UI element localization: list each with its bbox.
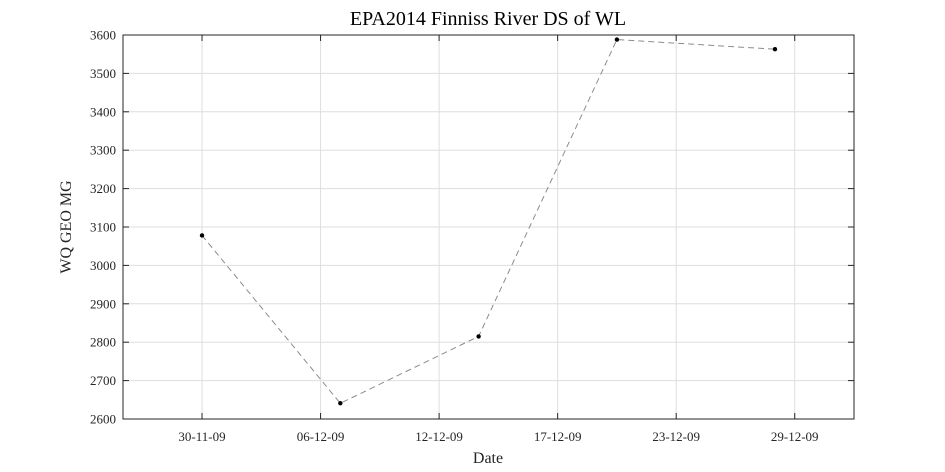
grid: [123, 34, 854, 420]
y-tick-label: 3100: [90, 220, 116, 235]
x-tick-label: 23-12-09: [652, 429, 700, 444]
y-tick-label: 2900: [90, 296, 116, 311]
x-tick-label: 17-12-09: [534, 429, 582, 444]
y-tick-label: 2700: [90, 373, 116, 388]
y-tick-label: 2600: [90, 412, 116, 427]
y-tick-label: 3300: [90, 143, 116, 158]
x-tick-label: 06-12-09: [297, 429, 345, 444]
y-tick-label: 3400: [90, 104, 116, 119]
data-point: [199, 233, 205, 238]
data-point: [614, 37, 620, 42]
y-tick-label: 3000: [90, 258, 116, 273]
axis-ticks: 2600 2700 2800 2900 3000 3100 3200 3300 3400 3500…: [90, 28, 854, 444]
x-tick-label: 29-12-09: [771, 429, 819, 444]
y-axis-title: WQ GEO MG: [58, 180, 75, 274]
y-tick-label: 2800: [90, 335, 116, 350]
series-line: [201, 39, 776, 404]
data-point: [772, 47, 778, 52]
data-point: [338, 401, 343, 406]
y-tick-label: 3200: [90, 181, 116, 196]
x-tick-label: 12-12-09: [415, 429, 463, 444]
y-tick-label: 3500: [90, 66, 116, 81]
x-tick-label: 30-11-09: [178, 429, 225, 444]
data-point: [476, 334, 481, 339]
y-tick-label: 3600: [90, 28, 116, 43]
series-layer: [199, 37, 778, 406]
x-axis-title: Date: [473, 450, 503, 467]
chart-title: EPA2014 Finniss River DS of WL: [350, 8, 626, 30]
